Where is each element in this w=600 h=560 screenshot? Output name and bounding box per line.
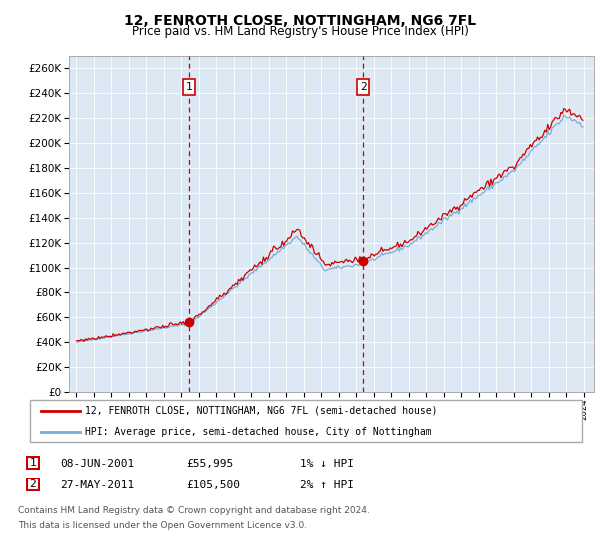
Text: 2% ↑ HPI: 2% ↑ HPI — [300, 480, 354, 490]
FancyBboxPatch shape — [27, 478, 39, 491]
Text: Price paid vs. HM Land Registry's House Price Index (HPI): Price paid vs. HM Land Registry's House … — [131, 25, 469, 38]
Text: 12, FENROTH CLOSE, NOTTINGHAM, NG6 7FL (semi-detached house): 12, FENROTH CLOSE, NOTTINGHAM, NG6 7FL (… — [85, 406, 438, 416]
Text: 27-MAY-2011: 27-MAY-2011 — [60, 480, 134, 490]
Text: £55,995: £55,995 — [186, 459, 233, 469]
FancyBboxPatch shape — [27, 457, 39, 469]
Text: 1: 1 — [185, 82, 192, 92]
Text: £105,500: £105,500 — [186, 480, 240, 490]
Text: 2: 2 — [360, 82, 367, 92]
Text: 12, FENROTH CLOSE, NOTTINGHAM, NG6 7FL: 12, FENROTH CLOSE, NOTTINGHAM, NG6 7FL — [124, 14, 476, 28]
FancyBboxPatch shape — [30, 400, 582, 442]
Text: 08-JUN-2001: 08-JUN-2001 — [60, 459, 134, 469]
Text: HPI: Average price, semi-detached house, City of Nottingham: HPI: Average price, semi-detached house,… — [85, 427, 432, 437]
Text: This data is licensed under the Open Government Licence v3.0.: This data is licensed under the Open Gov… — [18, 521, 307, 530]
Text: 2: 2 — [29, 479, 37, 489]
Text: 1% ↓ HPI: 1% ↓ HPI — [300, 459, 354, 469]
Text: Contains HM Land Registry data © Crown copyright and database right 2024.: Contains HM Land Registry data © Crown c… — [18, 506, 370, 515]
Text: 1: 1 — [29, 458, 37, 468]
